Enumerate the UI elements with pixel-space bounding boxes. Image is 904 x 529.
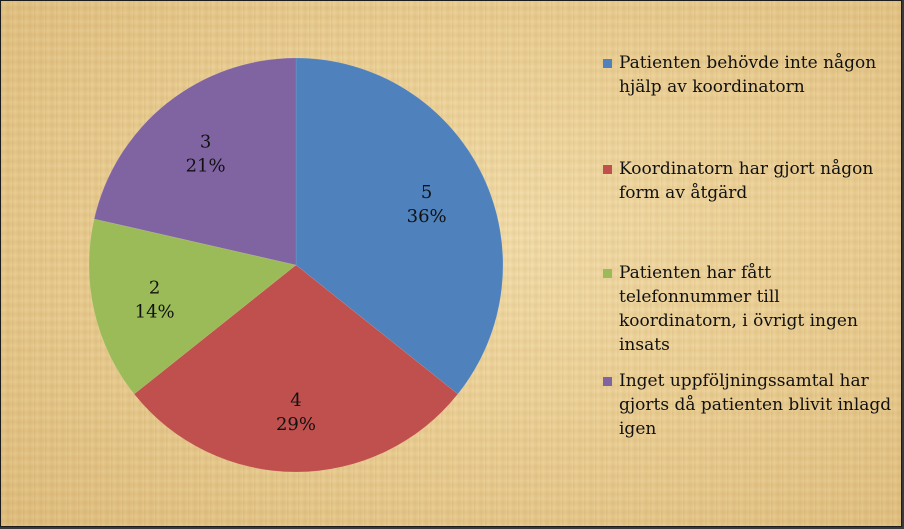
legend-label-1: Patienten behövde inte någon hjälp av ko… xyxy=(619,53,877,97)
legend-swatch-3 xyxy=(603,269,612,278)
legend-item-4: Inget uppföljningssamtal har gjorts då p… xyxy=(603,369,893,441)
slice-percent-label-2: 29% xyxy=(276,414,316,435)
legend-item-2: Koordinatorn har gjort någon form av åtg… xyxy=(603,157,893,205)
legend-label-3: Patienten har fått telefonnummer till ko… xyxy=(619,263,858,355)
legend-swatch-4 xyxy=(603,377,612,386)
legend-swatch-1 xyxy=(603,59,612,68)
legend-item-3: Patienten har fått telefonnummer till ko… xyxy=(603,261,893,357)
slice-value-label-3: 2 xyxy=(149,277,160,298)
slice-percent-label-3: 14% xyxy=(135,301,175,322)
legend-label-4: Inget uppföljningssamtal har gjorts då p… xyxy=(619,371,892,439)
slice-value-label-2: 4 xyxy=(290,390,301,411)
legend-label-2: Koordinatorn har gjort någon form av åtg… xyxy=(619,159,874,203)
slice-value-label-4: 3 xyxy=(200,132,211,153)
pie-slice-3 xyxy=(88,218,297,395)
slice-value-label-1: 5 xyxy=(421,182,432,203)
pie-slice-1 xyxy=(295,57,504,395)
slice-percent-label-1: 36% xyxy=(407,206,447,227)
legend-item-1: Patienten behövde inte någon hjälp av ko… xyxy=(603,51,893,99)
pie-slice-2 xyxy=(133,264,459,473)
slice-percent-label-4: 21% xyxy=(186,156,226,177)
legend-swatch-2 xyxy=(603,165,612,174)
pie-slice-4 xyxy=(93,57,297,266)
